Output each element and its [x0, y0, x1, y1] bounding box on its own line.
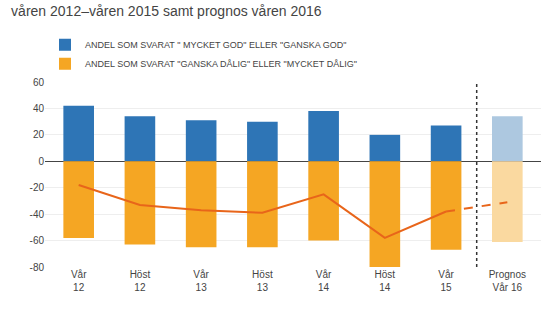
- svg-text:Höst13: Höst13: [252, 269, 273, 293]
- svg-text:40: 40: [33, 103, 45, 114]
- svg-text:-60: -60: [30, 235, 45, 246]
- svg-text:Vår15: Vår15: [438, 269, 454, 293]
- svg-text:Höst12: Höst12: [130, 269, 151, 293]
- svg-text:PrognosVår 16: PrognosVår 16: [489, 269, 526, 293]
- svg-text:ANDEL SOM SVARAT "GANSKA DÅLIG: ANDEL SOM SVARAT "GANSKA DÅLIG" ELLER "M…: [85, 59, 357, 69]
- svg-text:våren 2012–våren 2015 samt pro: våren 2012–våren 2015 samt prognos våren…: [11, 3, 322, 19]
- svg-text:-40: -40: [30, 209, 45, 220]
- svg-text:Vår12: Vår12: [71, 269, 87, 293]
- svg-text:Vår14: Vår14: [316, 269, 332, 293]
- svg-text:Höst14: Höst14: [375, 269, 396, 293]
- svg-text:Vår13: Vår13: [193, 269, 209, 293]
- svg-text:-80: -80: [30, 262, 45, 273]
- svg-text:-20: -20: [30, 182, 45, 193]
- svg-text:0: 0: [38, 156, 44, 167]
- svg-text:20: 20: [33, 129, 45, 140]
- svg-text:60: 60: [33, 77, 45, 88]
- svg-text:ANDEL SOM SVARAT " MYCKET GOD": ANDEL SOM SVARAT " MYCKET GOD" ELLER "GA…: [85, 40, 346, 50]
